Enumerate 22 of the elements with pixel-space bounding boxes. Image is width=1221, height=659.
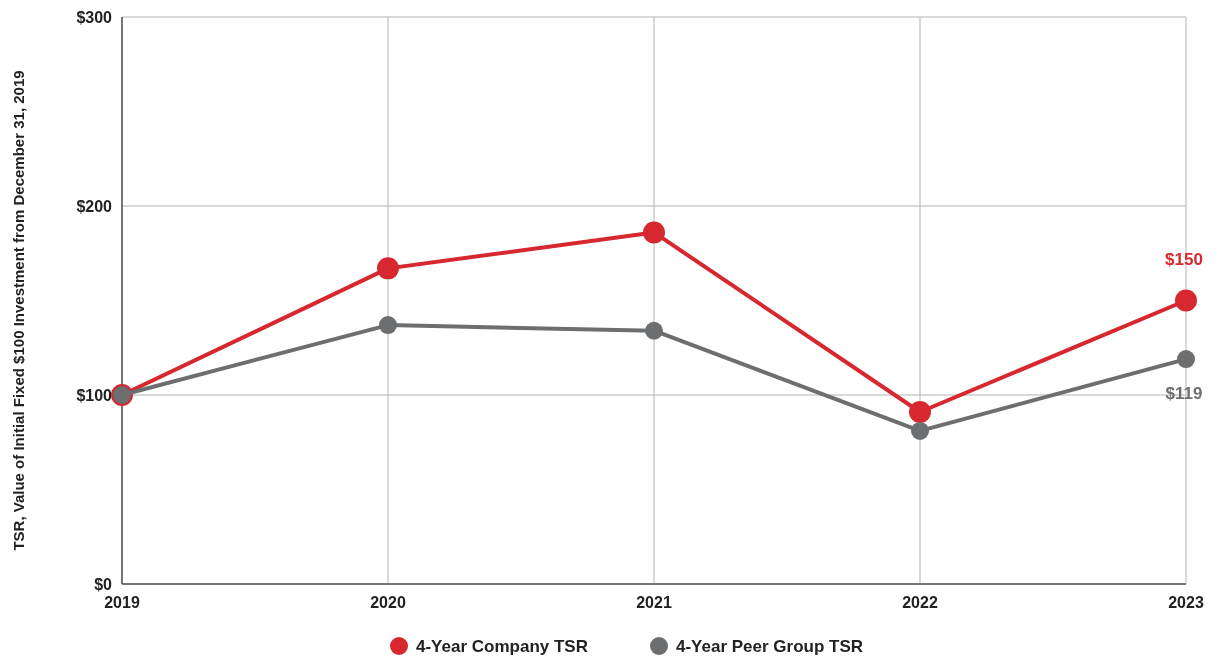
x-tick-label: 2020 — [370, 594, 406, 611]
legend-label: 4-Year Peer Group TSR — [676, 636, 864, 656]
point — [643, 221, 665, 244]
y-tick-label: $0 — [94, 575, 113, 593]
data-label: $150 — [1165, 249, 1203, 269]
x-tick-label: 2019 — [104, 594, 140, 611]
point — [909, 401, 931, 424]
x-tick-label: 2021 — [636, 594, 672, 611]
point — [379, 316, 397, 335]
point — [377, 257, 399, 280]
data-label: $119 — [1165, 384, 1203, 404]
point — [1175, 289, 1197, 312]
y-tick-label: $200 — [76, 197, 113, 215]
y-tick-label: $300 — [76, 8, 113, 26]
legend-label: 4-Year Company TSR — [416, 636, 588, 656]
point — [645, 321, 663, 340]
y-axis-title: TSR, Value of Initial Fixed $100 Investment from December 31, 2019 — [10, 70, 27, 551]
point — [911, 421, 929, 440]
x-tick-label: 2023 — [1168, 594, 1204, 611]
y-tick-label: $100 — [76, 386, 113, 404]
point — [1177, 350, 1195, 369]
x-tick-label: 2022 — [902, 594, 938, 611]
